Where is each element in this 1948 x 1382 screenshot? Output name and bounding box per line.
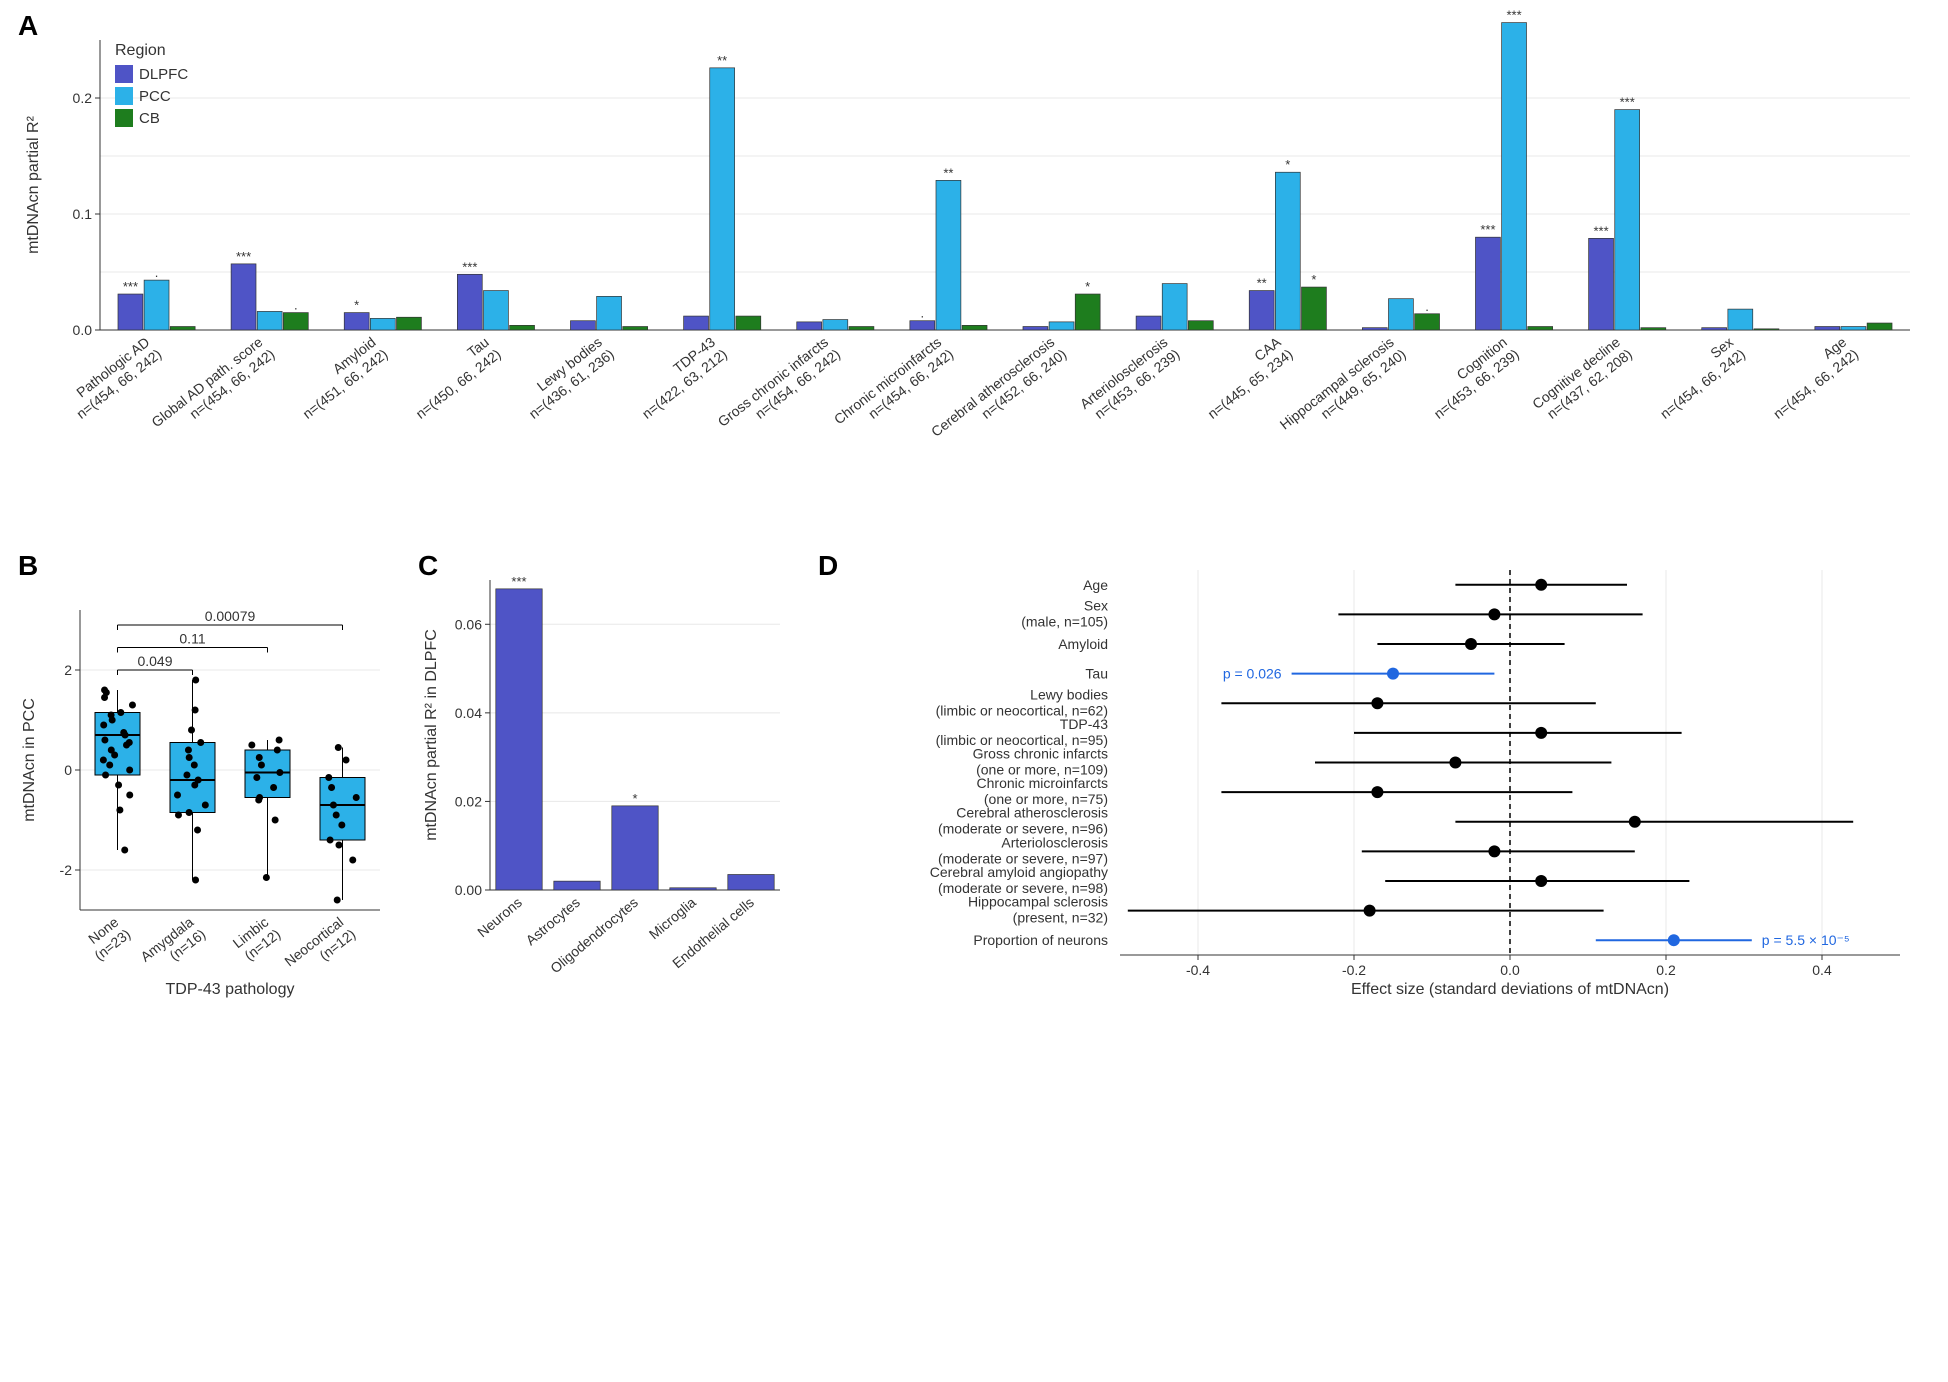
svg-text:0.1: 0.1 [73,206,93,222]
svg-text:Arteriolosclerosis: Arteriolosclerosis [1001,834,1108,850]
panel-a-chart: 0.00.10.2***.Pathologic ADn=(454, 66, 24… [10,10,1930,530]
svg-text:n=(454, 66, 242): n=(454, 66, 242) [1657,346,1748,422]
svg-text:-0.4: -0.4 [1186,962,1210,978]
panel-d-chart: -0.4 -0.2 0.0 0.2 0.4 Age Sex(male, n=105) Amyl… [810,550,1930,1000]
svg-text:***: *** [1480,222,1495,237]
svg-text:0.06: 0.06 [455,616,482,632]
svg-text:Lewy bodies: Lewy bodies [1030,686,1108,702]
svg-text:Astrocytes: Astrocytes [523,894,583,948]
svg-text:2: 2 [64,662,72,678]
svg-text:Sex: Sex [1084,597,1108,613]
svg-text:.: . [920,306,924,321]
svg-text:**: ** [1257,276,1267,291]
svg-text:*: * [632,791,637,806]
svg-text:0.0: 0.0 [1500,962,1520,978]
svg-text:mtDNAcn partial R²: mtDNAcn partial R² [25,115,42,253]
panel-b-label: B [18,550,38,582]
panel-d: D -0.4 -0.2 0.0 0.2 0.4 Age Sex(male, n=105) Am… [810,550,1938,1000]
svg-text:Hippocampal sclerosis: Hippocampal sclerosis [1277,334,1397,433]
svg-text:Gross chronic infarcts: Gross chronic infarcts [973,746,1108,762]
svg-text:Chronic microinfarcts: Chronic microinfarcts [977,775,1108,791]
svg-text:Effect size (standard deviatio: Effect size (standard deviations of mtDN… [1351,981,1669,998]
svg-text:n=(454, 66, 242): n=(454, 66, 242) [1770,346,1861,422]
svg-text:.: . [294,298,298,313]
svg-text:Global AD path. score: Global AD path. score [148,334,265,431]
svg-text:0.02: 0.02 [455,793,482,809]
figure-grid: A 0.00.10.2***.Pathologic ADn=(454, 66, … [10,10,1938,1000]
svg-text:***: *** [1593,223,1608,238]
panel-b: B -202None(n=23)Amygdala(n=16)Limbic(n=1… [10,550,390,1000]
svg-text:Age: Age [1083,577,1108,593]
panel-a-label: A [18,10,38,42]
svg-text:.: . [1425,299,1429,314]
svg-text:(male, n=105): (male, n=105) [1021,613,1108,629]
svg-text:Neurons: Neurons [474,894,525,940]
svg-text:Cerebral atherosclerosis: Cerebral atherosclerosis [956,805,1108,821]
svg-text:*: * [354,298,359,313]
svg-text:Microglia: Microglia [646,894,699,942]
panel-c-label: C [418,550,438,582]
svg-text:Amyloid: Amyloid [1058,636,1108,652]
svg-text:**: ** [717,53,727,68]
svg-text:mtDNAcn in PCC: mtDNAcn in PCC [21,698,38,822]
svg-text:Cerebral amyloid angiopathy: Cerebral amyloid angiopathy [930,864,1108,880]
svg-text:Region: Region [115,42,166,59]
svg-text:0.4: 0.4 [1812,962,1832,978]
svg-text:*: * [1085,279,1090,294]
svg-text:*: * [1311,272,1316,287]
svg-text:-2: -2 [60,862,73,878]
svg-text:***: *** [462,259,477,274]
panel-c: C 0.000.020.040.06***NeuronsAstrocytes*O… [410,550,790,1000]
svg-text:0: 0 [64,762,72,778]
svg-text:**: ** [943,165,953,180]
svg-text:PCC: PCC [139,88,171,105]
svg-text:(present, n=32): (present, n=32) [1013,910,1108,926]
svg-text:0.00079: 0.00079 [205,608,256,624]
svg-text:0.0: 0.0 [73,322,93,338]
svg-text:Hippocampal sclerosis: Hippocampal sclerosis [968,894,1108,910]
svg-text:TDP-43 pathology: TDP-43 pathology [166,981,295,998]
svg-text:p = 5.5 × 10⁻⁵: p = 5.5 × 10⁻⁵ [1762,932,1850,948]
svg-text:0.04: 0.04 [455,705,482,721]
svg-text:TDP-43: TDP-43 [1060,716,1108,732]
svg-text:CB: CB [139,110,160,127]
svg-text:0.11: 0.11 [179,631,205,647]
panel-a: A 0.00.10.2***.Pathologic ADn=(454, 66, … [10,10,1938,530]
svg-text:Gross chronic infarcts: Gross chronic infarcts [715,334,832,430]
svg-text:0.2: 0.2 [73,90,93,106]
svg-text:n=(445, 65, 234): n=(445, 65, 234) [1205,346,1296,422]
svg-text:0.2: 0.2 [1656,962,1676,978]
svg-text:mtDNAcn partial R² in DLPFC: mtDNAcn partial R² in DLPFC [423,629,440,841]
svg-text:DLPFC: DLPFC [139,66,188,83]
panel-c-chart: 0.000.020.040.06***NeuronsAstrocytes*Oli… [410,550,790,1000]
svg-text:.: . [155,265,159,280]
svg-text:0.049: 0.049 [137,653,172,669]
svg-text:Proportion of neurons: Proportion of neurons [973,932,1108,948]
svg-text:***: *** [123,279,138,294]
svg-text:-0.2: -0.2 [1342,962,1366,978]
panel-b-chart: -202None(n=23)Amygdala(n=16)Limbic(n=12)… [10,550,390,1000]
svg-text:*: * [1285,157,1290,172]
svg-text:***: *** [1506,10,1521,23]
svg-text:0.00: 0.00 [455,882,482,898]
svg-text:***: *** [511,574,526,589]
panel-d-label: D [818,550,838,582]
svg-text:Tau: Tau [1085,666,1108,682]
svg-text:n=(450, 66, 242): n=(450, 66, 242) [413,346,504,422]
svg-text:***: *** [1620,95,1635,110]
svg-text:p = 0.026: p = 0.026 [1223,666,1282,682]
svg-text:***: *** [236,249,251,264]
